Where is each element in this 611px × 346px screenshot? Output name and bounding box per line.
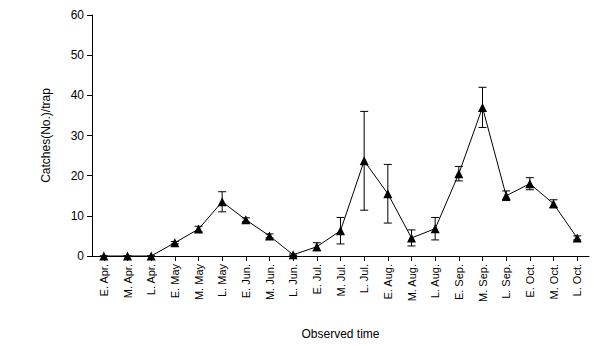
svg-text:L. Sep.: L. Sep. <box>500 264 512 299</box>
svg-text:L. May: L. May <box>216 264 228 298</box>
svg-text:M. Jun.: M. Jun. <box>264 264 276 300</box>
svg-text:M. Aug.: M. Aug. <box>406 264 418 301</box>
svg-text:L. Apr.: L. Apr. <box>145 264 157 295</box>
svg-text:E. Apr.: E. Apr. <box>98 264 110 296</box>
svg-text:L. Jun.: L. Jun. <box>287 264 299 297</box>
svg-text:Catches(No.)/trap: Catches(No.)/trap <box>39 88 53 183</box>
svg-text:E. Sep.: E. Sep. <box>453 264 465 300</box>
svg-text:0: 0 <box>77 249 84 263</box>
svg-text:20: 20 <box>71 169 85 183</box>
svg-text:40: 40 <box>71 88 85 102</box>
svg-text:E. Jul.: E. Jul. <box>311 264 323 295</box>
svg-text:E. Aug.: E. Aug. <box>382 264 394 299</box>
svg-text:E. May: E. May <box>169 264 181 299</box>
svg-text:L. Oct.: L. Oct. <box>571 264 583 296</box>
svg-text:30: 30 <box>71 129 85 143</box>
svg-text:E. Oct.: E. Oct. <box>524 264 536 298</box>
svg-text:M. Oct.: M. Oct. <box>548 264 560 299</box>
svg-text:10: 10 <box>71 209 85 223</box>
svg-text:M. Jul.: M. Jul. <box>335 264 347 296</box>
svg-text:Observed time: Observed time <box>301 327 379 341</box>
svg-text:60: 60 <box>71 8 85 22</box>
svg-text:E. Jun.: E. Jun. <box>240 264 252 298</box>
svg-text:M. May: M. May <box>193 264 205 301</box>
svg-text:M. Sep.: M. Sep. <box>477 264 489 302</box>
svg-text:L. Aug.: L. Aug. <box>429 264 441 298</box>
svg-text:M. Apr.: M. Apr. <box>122 264 134 298</box>
svg-text:50: 50 <box>71 48 85 62</box>
svg-text:L. Jul.: L. Jul. <box>358 264 370 293</box>
